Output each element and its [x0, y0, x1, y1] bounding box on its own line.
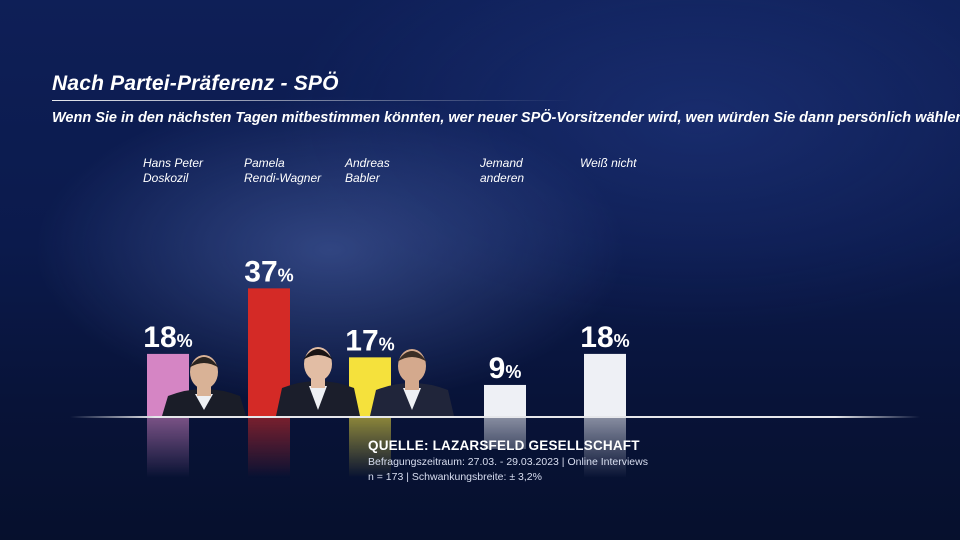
survey-period: Befragungszeitraum: 27.03. - 29.03.2023 … [368, 456, 648, 468]
category-label-3: Jemand anderen [479, 156, 524, 185]
category-label-1: Pamela Rendi-Wagner [244, 156, 322, 185]
chart-title: Nach Partei-Präferenz - SPÖ [52, 72, 339, 95]
person-photo-icon [370, 349, 454, 416]
bar-4 [584, 353, 626, 416]
bar-reflection-4 [584, 418, 626, 478]
bar-reflection-0 [147, 418, 189, 478]
bar-3 [484, 384, 526, 416]
bar-reflection-1 [248, 418, 290, 478]
bar-reflection-2 [349, 418, 391, 477]
category-label-2: Andreas Babler [344, 156, 390, 185]
value-label-4: 18% [580, 321, 629, 354]
value-label-1: 37% [244, 255, 293, 288]
category-label-4: Weiß nicht [580, 156, 637, 170]
sample-info: n = 173 | Schwankungsbreite: ± 3,2% [368, 471, 542, 483]
value-label-3: 9% [489, 352, 522, 385]
bar-reflection-3 [484, 418, 526, 450]
value-label-2: 17% [345, 324, 394, 357]
person-photo-icon [162, 355, 246, 416]
title-divider [52, 100, 572, 101]
value-label-0: 18% [143, 321, 192, 354]
source-title: QUELLE: LAZARSFELD GESELLSCHAFT [368, 438, 640, 453]
category-label-0: Hans Peter Doskozil [143, 156, 204, 185]
person-photo-icon [276, 347, 360, 416]
survey-question: Wenn Sie in den nächsten Tagen mitbestim… [52, 110, 960, 126]
baseline [70, 416, 920, 418]
